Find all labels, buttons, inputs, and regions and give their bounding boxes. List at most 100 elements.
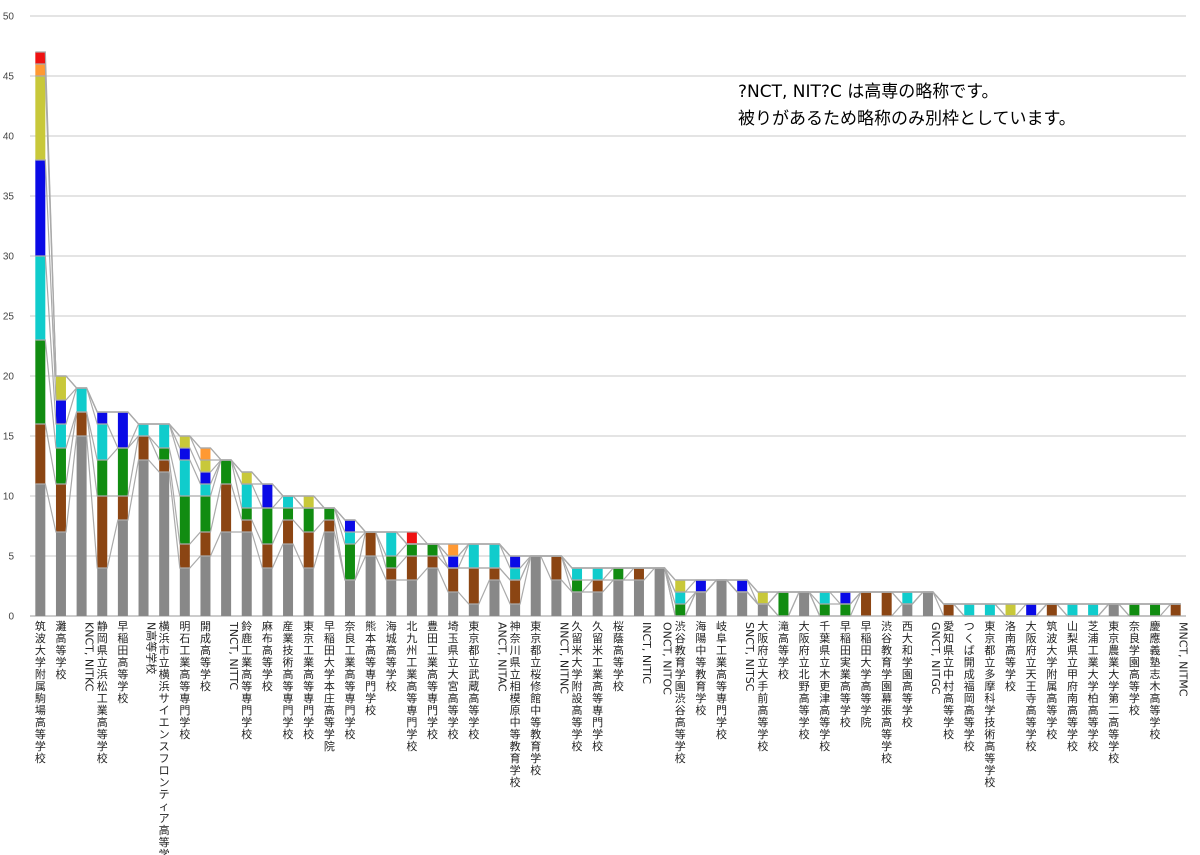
bar-segment-green [1150, 604, 1161, 616]
x-tick-label: 渋谷教育学園渋谷高等学校 [675, 620, 686, 765]
bar-segment-gray [510, 604, 521, 616]
bar-segment-gray [76, 436, 87, 616]
bar-segment-brown [283, 520, 294, 544]
bar-segment-gray [716, 580, 727, 616]
y-tick-label: 40 [3, 132, 15, 143]
x-tick-label: 大阪府立北野高等学校 [799, 619, 810, 741]
x-tick-label: 岐阜工業高等専門学校 [716, 620, 727, 741]
bar-segment-brown [592, 580, 603, 592]
x-tick-label: 豊田工業高等専門学校 [427, 620, 438, 741]
bar-segment-orange [448, 544, 459, 556]
bar-segment-green [406, 544, 417, 556]
x-tick-label: 神奈川県立相模原中等教育学校 [510, 619, 521, 789]
bar-segment-gray [241, 532, 252, 616]
bar-segment-green [55, 448, 66, 484]
x-tick-label: 熊本高等専門学校 [365, 619, 376, 717]
bar-segment-green [386, 556, 397, 568]
bar-segment-gray [179, 568, 190, 616]
x-tick-label: 早稲田高等学校 [117, 620, 128, 705]
bar-segment-blue [1026, 604, 1037, 616]
x-tick-label: ONCT, NITOC [661, 622, 674, 695]
bar-segment-green [778, 592, 789, 616]
bar-segment-gray [592, 592, 603, 616]
bar-segment-brown [35, 424, 46, 484]
bar-segment-gray [365, 556, 376, 616]
x-tick-label: 早稲田大学高等学院 [861, 620, 872, 729]
bar-segment-gray [344, 580, 355, 616]
bar-segment-gray [324, 532, 335, 616]
bar-segment-brown [200, 532, 211, 556]
bar-segment-green [241, 508, 252, 520]
y-tick-label: 50 [3, 12, 15, 23]
bar-segment-cyan [1067, 604, 1078, 616]
bar-segment-brown [633, 568, 644, 580]
bar-segment-brown [221, 484, 232, 532]
bar-segment-green [675, 604, 686, 616]
bar-segment-green [262, 508, 273, 544]
bar-segment-gray [262, 568, 273, 616]
bar-segment-blue [695, 580, 706, 592]
bar-segment-blue [117, 412, 128, 448]
x-tick-label: 滝高等学校 [778, 620, 789, 681]
x-tick-label: TNCT, NITTC [227, 621, 240, 690]
bar-segment-olive [757, 592, 768, 604]
bar-segment-cyan [283, 496, 294, 508]
annotation-line-1: ?NCT, NIT?C は高専の略称です。 [738, 82, 999, 102]
bar-segment-brown [179, 544, 190, 568]
bar-segment-cyan [386, 532, 397, 556]
bar-segment-gray [117, 520, 128, 616]
bar-segment-gray [283, 544, 294, 616]
x-tick-label: 東京工業高等専門学校 [303, 620, 314, 741]
x-tick-label: 大阪府立大手前高等学校 [757, 619, 768, 753]
x-tick-label: 海城高等学校 [386, 619, 397, 693]
bar-segment-brown [510, 580, 521, 604]
y-tick-label: 25 [3, 312, 15, 323]
bar-segment-brown [489, 568, 500, 580]
series-lines [35, 51, 1181, 617]
x-tick-label: 愛知県立中村高等学校 [943, 620, 954, 741]
x-tick-label: ANCT, NITAC [495, 622, 508, 692]
bar-segment-blue [510, 556, 521, 568]
x-tick-label: 奈良学園高等学校 [1129, 619, 1140, 717]
x-tick-label: 鈴鹿工業高等専門学校 [241, 619, 252, 741]
bar-segment-blue [262, 484, 273, 508]
x-tick-label: 明石工業高等専門学校 [179, 620, 190, 741]
bar-segment-brown [117, 496, 128, 520]
bar-segment-cyan [344, 532, 355, 544]
x-tick-label: 東京農業大学第二高等学校 [1108, 620, 1119, 765]
bar-segment-cyan [489, 544, 500, 568]
y-tick-label: 5 [8, 552, 14, 563]
bar-segment-gray [138, 460, 149, 616]
x-tick-label: 筑波大学附属駒場高等学校 [35, 619, 46, 765]
bar-segment-gray [35, 484, 46, 616]
x-tick-label: 洛南高等学校 [1005, 619, 1016, 693]
bar-segment-brown [55, 484, 66, 532]
bar-segment-olive [241, 472, 252, 484]
x-tick-label: 東京都立桜修館中等教育学校 [530, 620, 541, 777]
bar-segment-cyan [1088, 604, 1099, 616]
bar-segment-cyan [510, 568, 521, 580]
y-tick-label: 15 [3, 432, 15, 443]
bar-segment-green [1129, 604, 1140, 616]
x-tick-label: 開成高等学校 [200, 620, 211, 693]
bar-segment-cyan [592, 568, 603, 580]
x-tick-label: 渋谷教育学園幕張高等学校 [881, 620, 892, 765]
x-tick-label: KNCT, NITKC [83, 622, 96, 692]
bar-segment-cyan [572, 568, 583, 580]
bar-segment-blue [737, 580, 748, 592]
bar-segment-blue [200, 472, 211, 484]
bar-segment-brown [1046, 604, 1057, 616]
bar-segment-orange [35, 64, 46, 76]
x-tick-label: 筑波大学附属高等学校 [1046, 619, 1057, 741]
bar-segment-cyan [159, 424, 170, 448]
bar-segment-olive [1005, 604, 1016, 616]
bar-segment-gray [448, 592, 459, 616]
x-tick-label: 早稲田実業高等学校 [840, 620, 851, 729]
x-tick-label: N高等学校 [145, 622, 159, 674]
x-tick-label: つくば開成福岡高等学校 [964, 620, 975, 753]
bar-segment-blue [344, 520, 355, 532]
y-axis: 0 5 10 15 20 25 30 35 40 45 50 [3, 12, 15, 623]
bar-segment-cyan [179, 460, 190, 496]
x-tick-label: 灘高等学校 [55, 620, 66, 681]
bar-segment-blue [179, 448, 190, 460]
